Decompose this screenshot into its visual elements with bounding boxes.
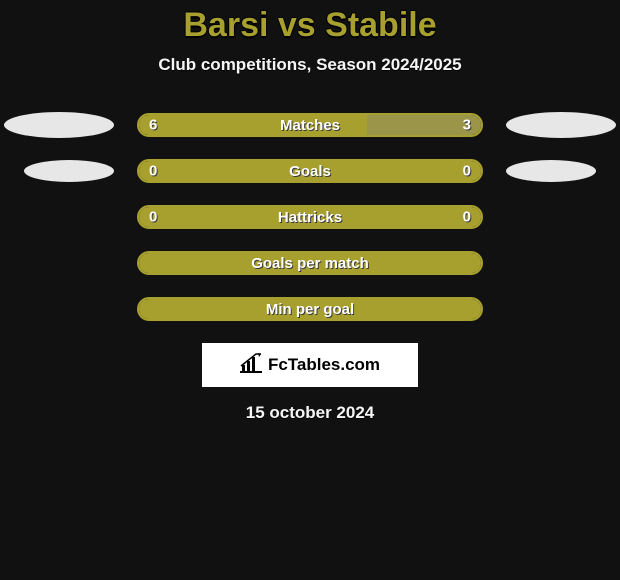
player-mark-right (506, 160, 596, 182)
stat-row: Goals per match (0, 251, 620, 275)
stat-row: 6 3 Matches (0, 113, 620, 137)
stat-label: Matches (280, 117, 340, 134)
stat-label: Hattricks (278, 209, 342, 226)
stat-bar: 0 0 Hattricks (137, 205, 483, 229)
stat-row: 0 0 Goals (0, 159, 620, 183)
stat-row: Min per goal (0, 297, 620, 321)
snapshot-date: 15 october 2024 (0, 403, 620, 423)
stat-label: Min per goal (266, 301, 354, 318)
stat-label: Goals per match (251, 255, 369, 272)
site-logo[interactable]: FcTables.com (202, 343, 418, 387)
logo-text: FcTables.com (268, 355, 380, 375)
player-mark-left (4, 112, 114, 138)
stat-value-left: 0 (149, 163, 157, 180)
stat-bar: Min per goal (137, 297, 483, 321)
page-subtitle: Club competitions, Season 2024/2025 (0, 55, 620, 75)
stat-bar: 6 3 Matches (137, 113, 483, 137)
stat-label: Goals (289, 163, 331, 180)
stats-list: 6 3 Matches 0 0 Goals 0 0 Hattricks Goals per mat… (0, 113, 620, 321)
page-title: Barsi vs Stabile (0, 6, 620, 45)
chart-icon (240, 353, 262, 378)
comparison-card: Barsi vs Stabile Club competitions, Seas… (0, 0, 620, 423)
stat-value-left: 0 (149, 209, 157, 226)
stat-value-right: 0 (463, 163, 471, 180)
stat-row: 0 0 Hattricks (0, 205, 620, 229)
stat-bar: 0 0 Goals (137, 159, 483, 183)
player-mark-left (24, 160, 114, 182)
stat-value-left: 6 (149, 117, 157, 134)
stat-value-right: 0 (463, 209, 471, 226)
stat-value-right: 3 (463, 117, 471, 134)
stat-bar: Goals per match (137, 251, 483, 275)
player-mark-right (506, 112, 616, 138)
